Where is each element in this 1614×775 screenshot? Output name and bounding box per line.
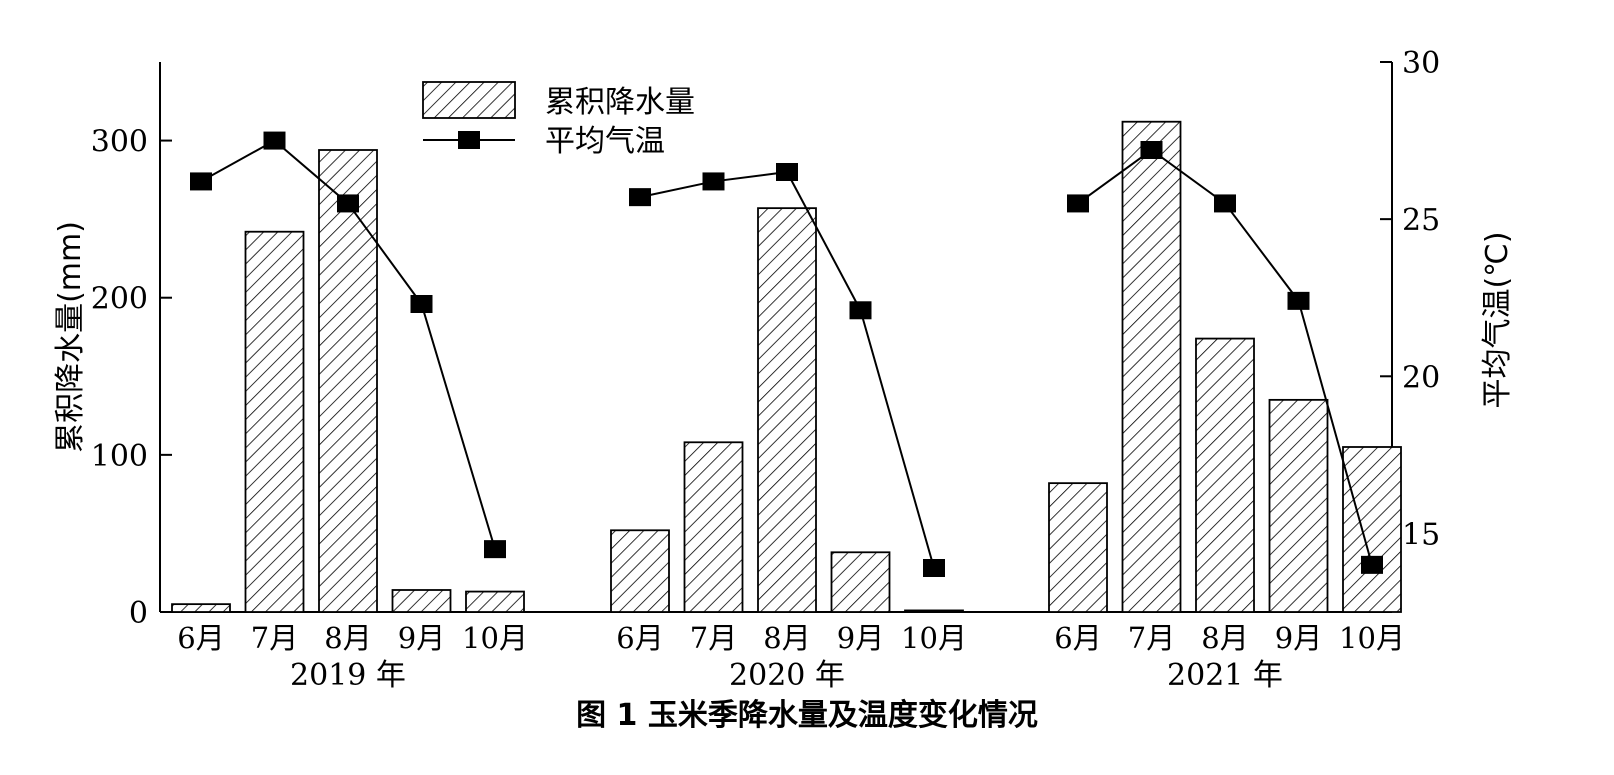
left-y-tick-label: 0 <box>129 596 148 631</box>
month-label: 6月 <box>1054 621 1101 655</box>
temperature-marker <box>1214 194 1236 213</box>
year-label: 2020 年 <box>729 658 845 693</box>
month-label: 10月 <box>462 621 528 655</box>
temperature-marker <box>1287 291 1310 310</box>
precipitation-bar <box>830 551 891 613</box>
precipitation-bar <box>244 230 305 613</box>
left-y-tick-label: 300 <box>91 125 148 160</box>
legend-bar-label: 累积降水量 <box>545 85 695 120</box>
legend-line-marker <box>458 131 480 149</box>
temperature-marker <box>1361 555 1383 574</box>
right-y-tick-label: 25 <box>1402 203 1440 238</box>
month-label: 8月 <box>1201 621 1248 655</box>
precipitation-bar <box>391 589 452 613</box>
legend-line-label: 平均气温 <box>545 124 665 159</box>
year-label: 2021 年 <box>1167 658 1283 693</box>
temperature-marker <box>702 172 725 191</box>
precipitation-bar <box>904 609 964 613</box>
temperature-marker <box>849 301 872 320</box>
month-label: 6月 <box>177 621 224 655</box>
figure-caption: 图 1 玉米季降水量及温度变化情况 <box>576 698 1038 733</box>
x-axis-labels: 6月 7月 8月 9月 10月 2019 年 6月 7月 8月 9月 10月 2020 年 6月 7月 8月… <box>177 621 1405 693</box>
temperature-marker <box>263 131 286 150</box>
precipitation-bar <box>171 603 231 613</box>
precipitation-bar <box>1195 337 1255 613</box>
month-label: 10月 <box>1339 621 1405 655</box>
month-label: 9月 <box>1275 621 1322 655</box>
temperature-marker <box>190 172 212 191</box>
legend-bar-swatch <box>422 81 516 119</box>
month-label: 8月 <box>763 621 810 655</box>
left-y-tick-label: 200 <box>91 282 148 317</box>
right-y-tick-label: 20 <box>1402 360 1440 395</box>
precipitation-bar <box>1048 482 1108 613</box>
right-y-axis-title: 平均气温(℃) <box>1480 231 1515 408</box>
precipitation-bar <box>465 590 525 613</box>
left-y-ticks: 0 100 200 300 <box>91 125 172 631</box>
month-label: 7月 <box>690 621 737 655</box>
month-label: 9月 <box>837 621 884 655</box>
right-y-tick-label: 30 <box>1402 46 1440 81</box>
precipitation-bar <box>1342 446 1402 613</box>
month-label: 7月 <box>251 621 298 655</box>
temperature-marker <box>1067 194 1089 213</box>
precipitation-bar <box>1121 120 1182 613</box>
month-label: 8月 <box>324 621 371 655</box>
month-label: 9月 <box>398 621 445 655</box>
right-y-ticks: 15 20 25 30 <box>1380 46 1440 552</box>
temperature-marker <box>1140 141 1163 159</box>
precipitation-bar <box>610 529 670 613</box>
year-label: 2019 年 <box>290 658 406 693</box>
month-label: 6月 <box>616 621 663 655</box>
precipitation-bar <box>683 441 744 613</box>
temperature-marker <box>484 540 506 559</box>
legend: 累积降水量 平均气温 <box>422 81 695 159</box>
left-y-tick-label: 100 <box>91 439 148 474</box>
temperature-marker <box>629 188 651 207</box>
right-y-tick-label: 15 <box>1402 517 1440 552</box>
precipitation-bar <box>757 207 817 613</box>
precipitation-bar <box>318 149 378 613</box>
temperature-marker <box>776 163 798 181</box>
temperature-marker <box>923 559 945 577</box>
left-y-axis-title: 累积降水量(mm) <box>53 221 88 453</box>
temperature-lines <box>190 131 1383 577</box>
month-label: 10月 <box>901 621 967 655</box>
precipitation-bars <box>171 120 1402 613</box>
precipitation-bar <box>1268 398 1329 613</box>
temperature-marker <box>410 295 433 313</box>
temperature-marker <box>337 194 359 213</box>
month-label: 7月 <box>1128 621 1175 655</box>
